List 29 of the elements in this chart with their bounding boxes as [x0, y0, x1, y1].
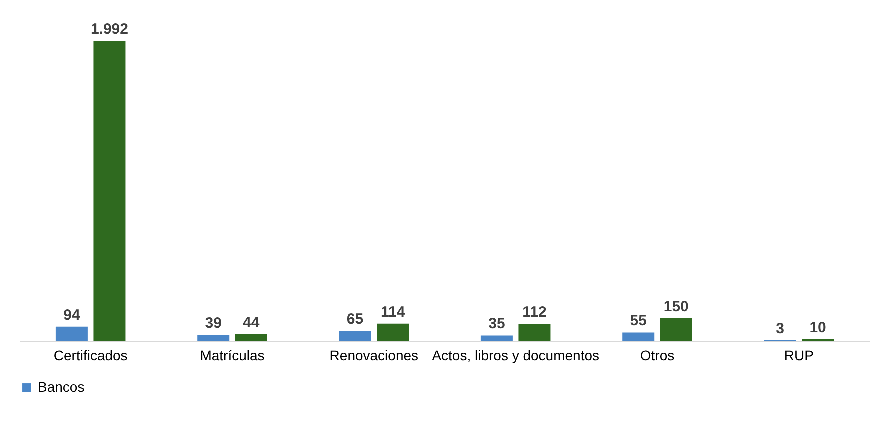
- bar: [56, 326, 88, 341]
- bar: [94, 41, 126, 341]
- legend-label: Bancos: [38, 379, 85, 395]
- data-label: 39: [205, 315, 222, 332]
- data-label: 65: [346, 311, 364, 328]
- x-tick-label: Renovaciones: [330, 348, 419, 364]
- x-tick-label: Matrículas: [200, 348, 265, 364]
- data-label: 44: [243, 314, 260, 332]
- data-label: 1.992: [90, 21, 128, 38]
- data-label: 10: [810, 319, 826, 336]
- x-tick-label: Certificados: [54, 348, 128, 364]
- bar: [198, 335, 230, 341]
- bar: [339, 331, 372, 341]
- data-label: 150: [664, 298, 689, 316]
- data-label: 35: [488, 316, 506, 333]
- x-tick-label: Actos, libros y documentos: [432, 348, 600, 364]
- bar: [660, 318, 692, 341]
- bar: [518, 324, 551, 341]
- bar: [480, 336, 513, 341]
- data-label: 114: [380, 304, 406, 321]
- data-label: 94: [64, 306, 81, 324]
- x-tick-label: RUP: [784, 348, 814, 364]
- bar: [235, 334, 268, 341]
- x-tick-label: Otros: [640, 348, 675, 364]
- data-label: 55: [630, 312, 647, 330]
- bar: [622, 332, 655, 341]
- data-label: 3: [776, 320, 784, 338]
- bar: [377, 324, 410, 341]
- data-label: 112: [522, 304, 547, 322]
